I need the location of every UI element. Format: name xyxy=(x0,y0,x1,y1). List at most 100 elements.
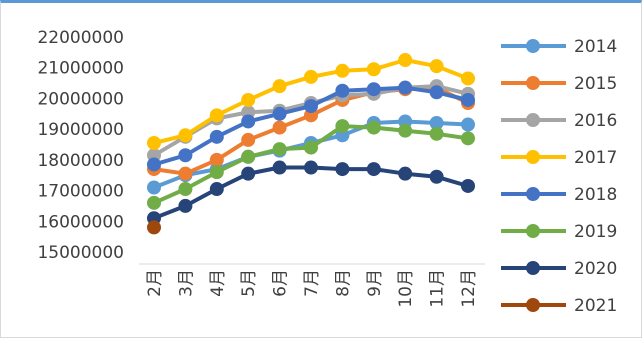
x-tick-label: 2月 xyxy=(145,269,165,297)
legend-item-2017: 2017 xyxy=(501,148,617,168)
x-tick-label: 4月 xyxy=(208,269,228,297)
data-point xyxy=(209,182,224,197)
series-2017 xyxy=(147,53,475,150)
legend-swatch-marker xyxy=(526,224,540,238)
line-chart: 15000000 16000000 17000000 18000000 19000000… xyxy=(37,28,617,316)
data-point xyxy=(429,85,444,100)
data-point xyxy=(178,128,193,143)
series-2019 xyxy=(147,119,475,210)
y-tick-label: 20000000 xyxy=(37,89,124,109)
x-tick-label: 6月 xyxy=(271,269,291,297)
legend-swatch-marker xyxy=(526,150,540,164)
data-point xyxy=(429,126,444,141)
data-point xyxy=(304,140,318,155)
x-tick-label: 7月 xyxy=(302,269,322,297)
data-point xyxy=(461,92,475,107)
data-point xyxy=(241,114,256,129)
data-point xyxy=(335,162,350,177)
data-point xyxy=(147,135,161,150)
legend-label: 2019 xyxy=(574,222,617,242)
series-2021 xyxy=(147,220,161,235)
data-point xyxy=(147,195,161,210)
series-line xyxy=(153,165,469,221)
legend: 2014 2015 2016 2017 2018 2019 2020 2021 xyxy=(501,37,617,316)
data-point xyxy=(241,149,256,164)
legend-item-2015: 2015 xyxy=(501,74,617,94)
plot-area xyxy=(147,53,475,235)
data-point xyxy=(335,83,350,98)
data-point xyxy=(272,106,287,121)
data-point xyxy=(429,116,444,130)
legend-label: 2016 xyxy=(574,111,617,131)
legend-label: 2020 xyxy=(574,259,617,279)
legend-item-2018: 2018 xyxy=(501,185,617,205)
data-point xyxy=(178,166,193,181)
y-tick-label: 16000000 xyxy=(37,212,124,232)
data-point xyxy=(429,169,444,184)
legend-swatch-marker xyxy=(526,187,540,201)
data-point xyxy=(398,166,413,181)
data-point xyxy=(461,131,475,146)
data-point xyxy=(147,180,161,195)
data-point xyxy=(178,148,193,163)
data-point xyxy=(335,119,350,134)
data-point xyxy=(272,120,287,135)
y-axis: 15000000 16000000 17000000 18000000 19000000… xyxy=(37,28,124,263)
data-point xyxy=(209,108,224,123)
y-tick-label: 17000000 xyxy=(37,182,124,202)
y-tick-label: 22000000 xyxy=(37,28,124,48)
x-axis: 2月 3月 4月 5月 6月 7月 8月 9月 10月 11月 12月 xyxy=(139,263,485,308)
x-tick-label: 10月 xyxy=(396,269,416,308)
x-tick-label: 12月 xyxy=(459,269,479,308)
data-point xyxy=(429,59,444,74)
data-point xyxy=(178,182,193,197)
data-point xyxy=(461,117,475,132)
data-point xyxy=(461,71,475,86)
data-point xyxy=(147,157,161,172)
y-tick-label: 21000000 xyxy=(37,59,124,79)
data-point xyxy=(366,82,381,97)
legend-label: 2015 xyxy=(574,74,617,94)
data-point xyxy=(272,160,287,175)
legend-item-2021: 2021 xyxy=(501,296,617,316)
legend-swatch-marker xyxy=(526,298,540,312)
legend-item-2014: 2014 xyxy=(501,37,617,57)
legend-label: 2017 xyxy=(574,148,617,168)
legend-swatch-marker xyxy=(526,261,540,275)
y-tick-label: 15000000 xyxy=(37,243,124,263)
legend-swatch-marker xyxy=(526,76,540,90)
y-tick-label: 19000000 xyxy=(37,120,124,140)
data-point xyxy=(335,63,350,78)
data-point xyxy=(461,178,475,193)
legend-item-2019: 2019 xyxy=(501,222,617,242)
legend-item-2016: 2016 xyxy=(501,111,617,131)
data-point xyxy=(241,92,256,107)
legend-label: 2021 xyxy=(574,296,617,316)
x-tick-label: 3月 xyxy=(176,269,196,297)
data-point xyxy=(366,162,381,177)
x-tick-label: 5月 xyxy=(239,269,259,297)
data-point xyxy=(272,79,287,94)
data-point xyxy=(398,80,413,95)
data-point xyxy=(272,142,287,157)
data-point xyxy=(398,53,413,68)
data-point xyxy=(209,152,224,167)
data-point xyxy=(178,198,193,213)
data-point xyxy=(241,132,256,147)
series-2018 xyxy=(147,80,475,172)
x-tick-label: 11月 xyxy=(428,269,448,308)
legend-label: 2014 xyxy=(574,37,617,57)
legend-swatch-marker xyxy=(526,39,540,53)
y-tick-label: 18000000 xyxy=(37,151,124,171)
legend-label: 2018 xyxy=(574,185,617,205)
legend-item-2020: 2020 xyxy=(501,259,617,279)
data-point xyxy=(366,120,381,135)
x-tick-label: 8月 xyxy=(333,269,353,297)
data-point xyxy=(209,165,224,180)
data-point xyxy=(304,99,318,114)
data-point xyxy=(304,160,318,175)
x-tick-label: 9月 xyxy=(365,269,385,297)
data-point xyxy=(147,220,161,235)
data-point xyxy=(398,123,413,138)
